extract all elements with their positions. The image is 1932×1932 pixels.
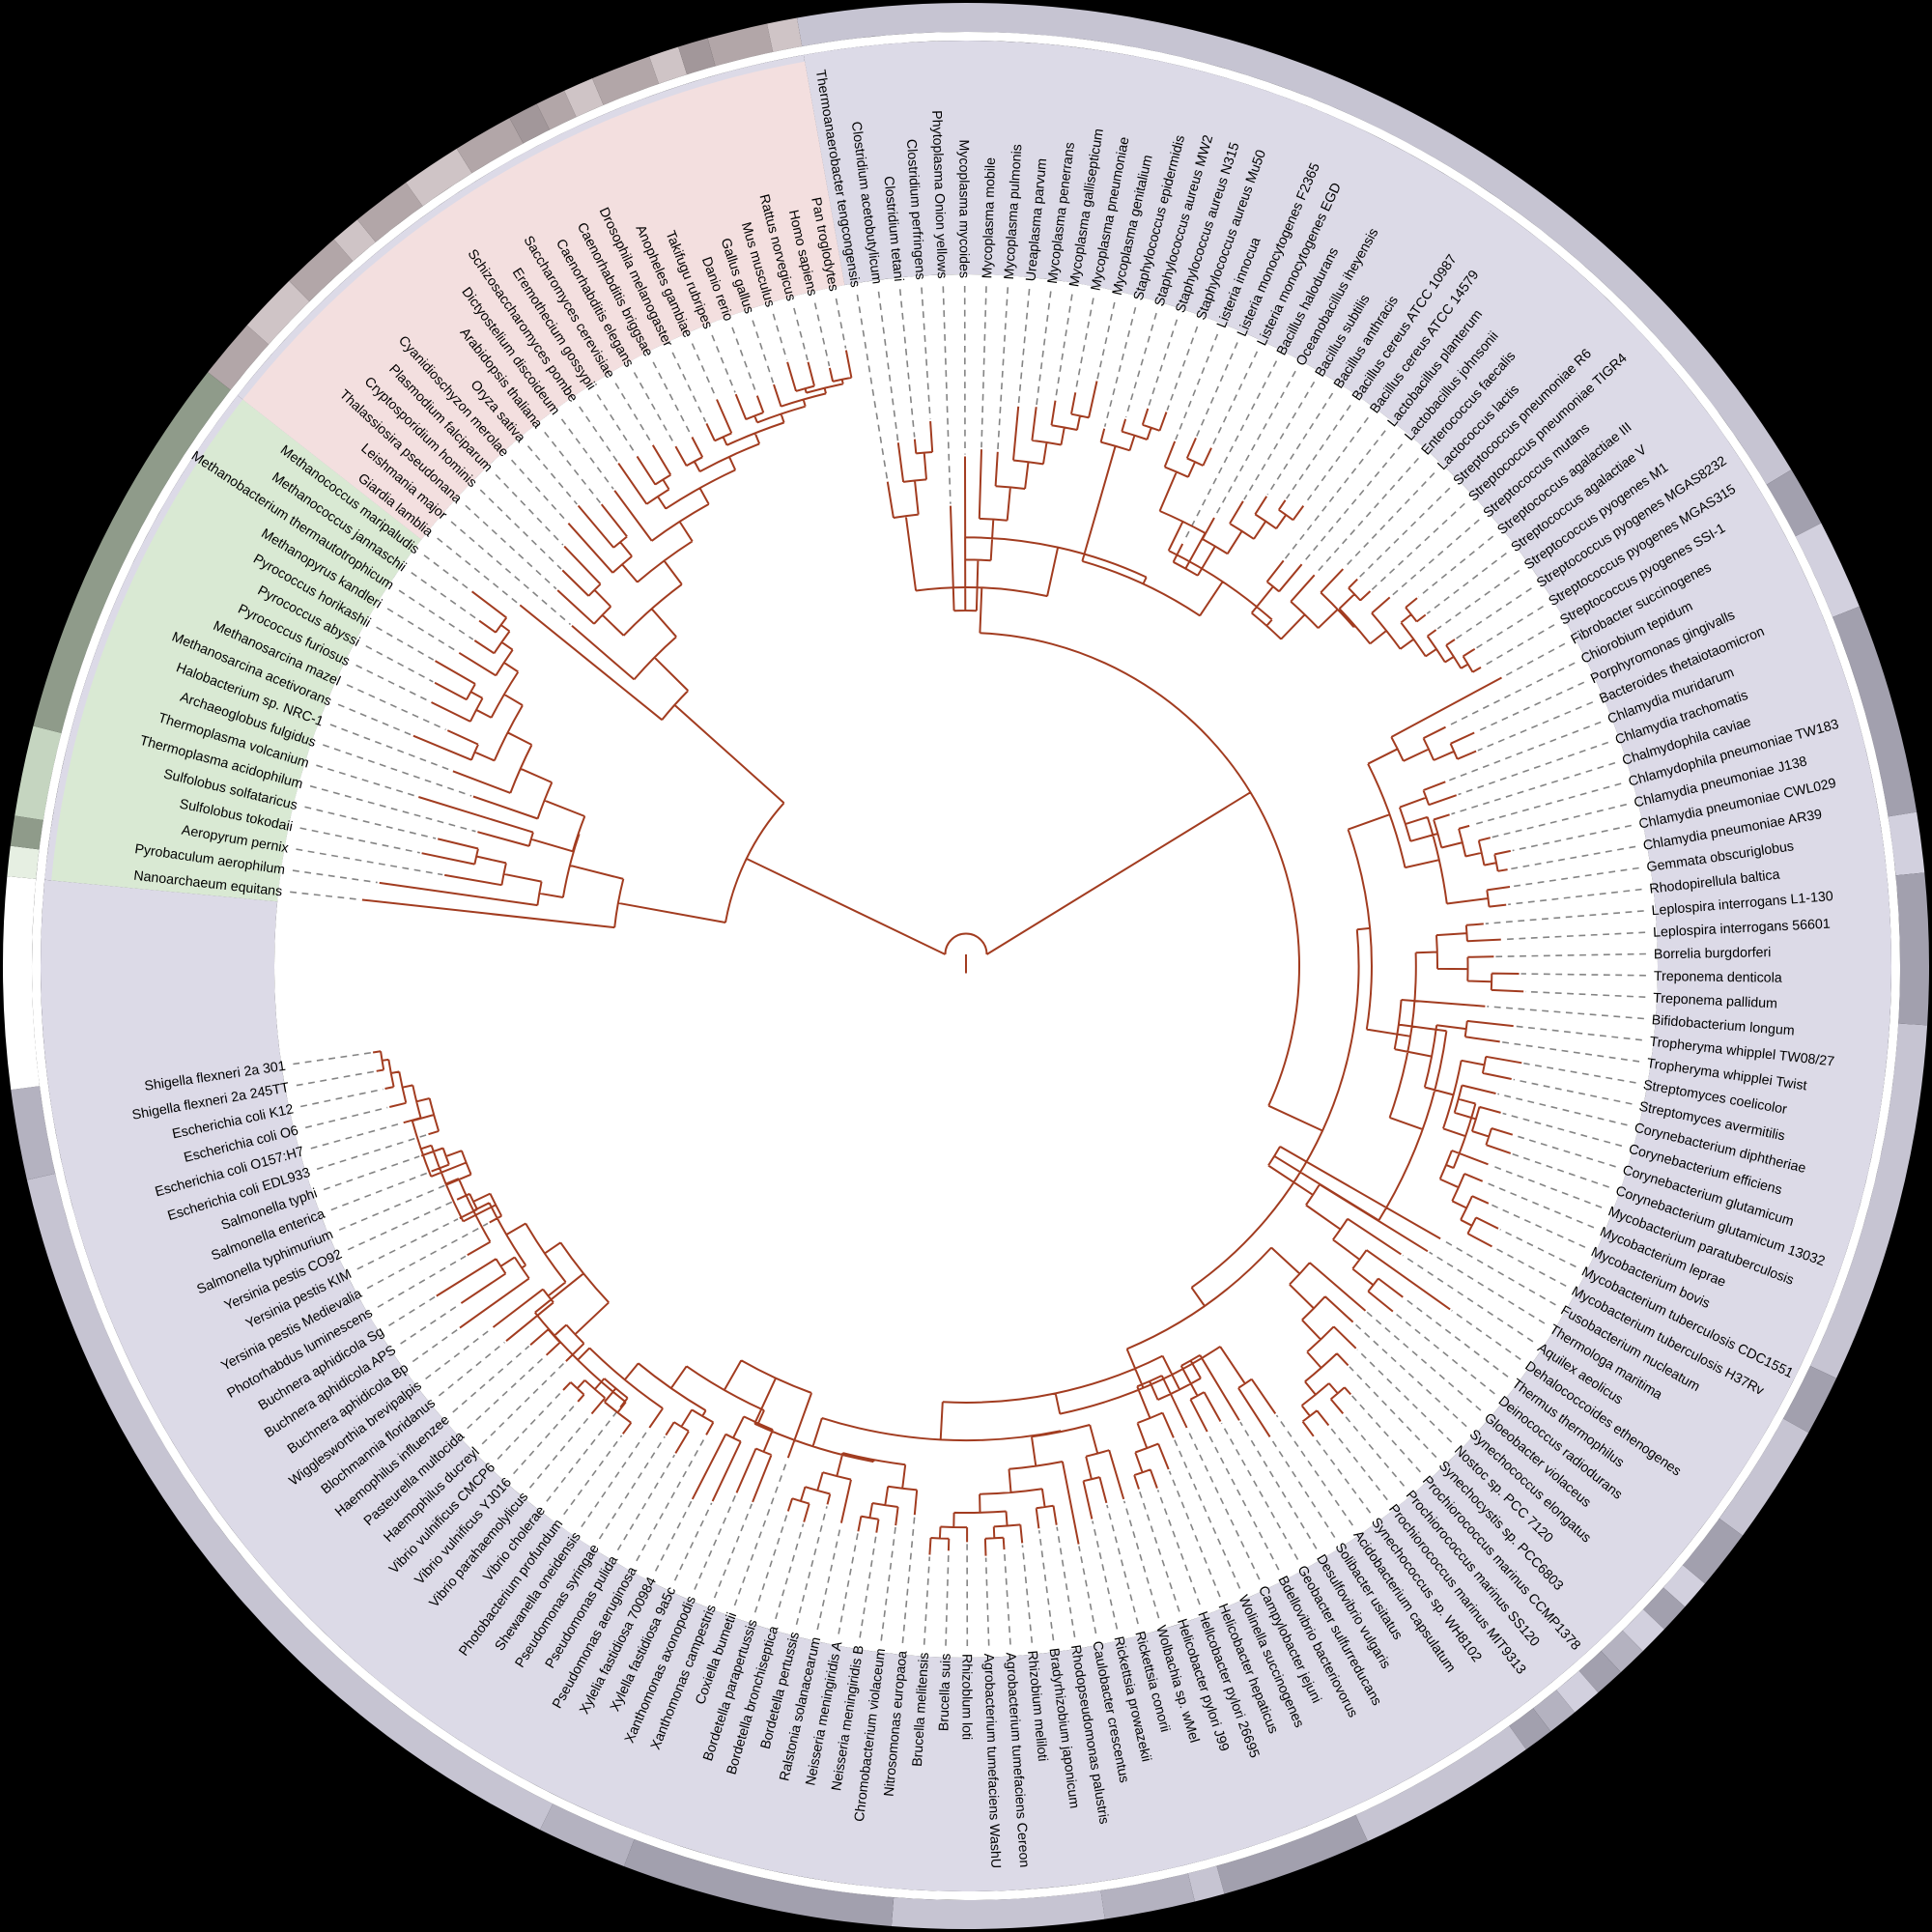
svg-text:Rhizoblum loti: Rhizoblum loti (958, 1654, 974, 1740)
svg-text:Mycoplasma mobile: Mycoplasma mobile (980, 157, 999, 279)
svg-text:Borrelia burgdorferi: Borrelia burgdorferi (1654, 945, 1772, 962)
svg-text:Phytoplasma Onion yellows: Phytoplasma Onion yellows (928, 110, 950, 279)
svg-text:Brucella melitensis: Brucella melitensis (910, 1652, 932, 1767)
svg-text:Treponema pallidum: Treponema pallidum (1653, 991, 1777, 1012)
svg-text:Brucella suis: Brucella suis (936, 1653, 953, 1731)
svg-text:Mycoplasma mycoides: Mycoplasma mycoides (955, 139, 971, 278)
svg-text:Agrobacterium tumefaciens Wash: Agrobacterium tumefaciens WashU (980, 1653, 1003, 1868)
svg-text:Treponema denticola: Treponema denticola (1654, 969, 1782, 986)
